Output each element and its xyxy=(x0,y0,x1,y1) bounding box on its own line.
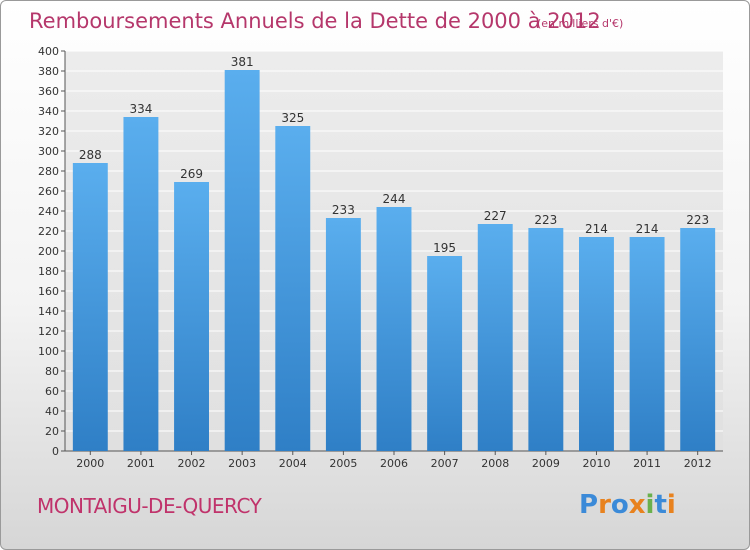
logo-letter: i xyxy=(666,490,676,520)
y-tick-label: 40 xyxy=(45,405,59,418)
logo-letter: P xyxy=(579,490,599,520)
y-tick-label: 20 xyxy=(45,425,59,438)
data-label: 381 xyxy=(231,55,254,69)
x-tick-label: 2012 xyxy=(684,457,712,470)
x-tick-label: 2000 xyxy=(76,457,104,470)
y-tick-label: 340 xyxy=(38,105,59,118)
bar xyxy=(325,218,361,451)
bar xyxy=(123,117,159,451)
y-tick-label: 280 xyxy=(38,165,59,178)
data-label: 223 xyxy=(686,213,709,227)
bar xyxy=(680,228,716,451)
logo-letter: x xyxy=(628,490,646,520)
data-label: 334 xyxy=(129,102,152,116)
data-label: 325 xyxy=(281,111,304,125)
y-tick-label: 200 xyxy=(38,245,59,258)
unit-note: (en milliers d'€) xyxy=(537,17,624,30)
bar xyxy=(629,237,665,451)
x-tick-label: 2009 xyxy=(532,457,560,470)
y-tick-label: 60 xyxy=(45,385,59,398)
data-label: 214 xyxy=(585,222,608,236)
y-tick-label: 100 xyxy=(38,345,59,358)
y-tick-label: 300 xyxy=(38,145,59,158)
x-tick-label: 2002 xyxy=(178,457,206,470)
y-tick-label: 180 xyxy=(38,265,59,278)
x-tick-label: 2011 xyxy=(633,457,661,470)
bar xyxy=(578,237,614,451)
x-tick-label: 2007 xyxy=(431,457,459,470)
data-label: 233 xyxy=(332,203,355,217)
chart-title: Remboursements Annuels de la Dette de 20… xyxy=(29,9,601,33)
logo-letter: o xyxy=(610,490,629,520)
proxiti-logo: Proxiti xyxy=(579,490,676,520)
bar xyxy=(174,182,210,451)
x-tick-label: 2010 xyxy=(582,457,610,470)
y-tick-label: 320 xyxy=(38,125,59,138)
y-tick-label: 140 xyxy=(38,305,59,318)
data-label: 269 xyxy=(180,167,203,181)
data-label: 214 xyxy=(636,222,659,236)
logo-letter: i xyxy=(645,490,655,520)
data-label: 288 xyxy=(79,148,102,162)
data-label: 244 xyxy=(383,192,406,206)
y-tick-label: 0 xyxy=(52,445,59,458)
x-tick-label: 2003 xyxy=(228,457,256,470)
data-label: 223 xyxy=(534,213,557,227)
y-tick-label: 120 xyxy=(38,325,59,338)
x-tick-label: 2006 xyxy=(380,457,408,470)
bar xyxy=(275,126,311,451)
bar xyxy=(376,207,412,451)
x-tick-label: 2008 xyxy=(481,457,509,470)
bar xyxy=(224,70,260,451)
y-tick-label: 220 xyxy=(38,225,59,238)
bar xyxy=(528,228,564,451)
bar xyxy=(477,224,513,451)
y-tick-label: 160 xyxy=(38,285,59,298)
x-tick-label: 2004 xyxy=(279,457,307,470)
y-tick-label: 240 xyxy=(38,205,59,218)
y-tick-label: 400 xyxy=(38,45,59,58)
logo-letter: r xyxy=(598,490,611,520)
data-label: 227 xyxy=(484,209,507,223)
logo-letter: t xyxy=(654,490,667,520)
x-tick-label: 2005 xyxy=(329,457,357,470)
y-tick-label: 80 xyxy=(45,365,59,378)
commune-name: MONTAIGU-DE-QUERCY xyxy=(37,494,262,518)
x-tick-label: 2001 xyxy=(127,457,155,470)
y-tick-label: 260 xyxy=(38,185,59,198)
bar xyxy=(72,163,108,451)
y-tick-label: 380 xyxy=(38,65,59,78)
y-tick-label: 360 xyxy=(38,85,59,98)
bar xyxy=(427,256,463,451)
data-label: 195 xyxy=(433,241,456,255)
